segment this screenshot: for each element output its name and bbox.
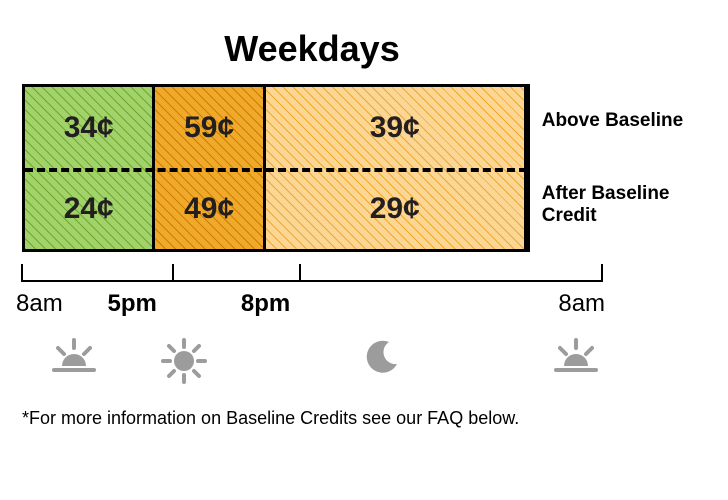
axis-tick [601,264,603,282]
rate-grid: 34¢24¢59¢49¢39¢29¢ [22,84,530,252]
moon-icon [363,338,401,381]
rate-after: 49¢ [155,168,262,249]
axis-line [22,280,602,282]
rate-above: 59¢ [155,87,262,168]
chart-title: Weekdays [22,28,602,70]
rate-chart: 34¢24¢59¢49¢39¢29¢ Above Baseline After … [22,84,706,388]
rate-after: 24¢ [25,168,152,249]
rate-after: 29¢ [266,168,524,249]
row-label-above: Above Baseline [542,110,706,132]
time-label: 5pm [108,290,157,318]
axis-tick [299,264,301,282]
time-label: 8am [558,290,605,318]
axis-tick [21,264,23,282]
row-divider [25,168,527,172]
sunrise-icon [52,338,96,379]
row-label-after: After Baseline Credit [542,183,706,227]
time-label: 8am [16,290,63,318]
axis-tick [172,264,174,282]
row-labels: Above Baseline After Baseline Credit [542,84,706,252]
time-axis [22,264,602,282]
sunrise-icon [554,338,598,379]
footnote: *For more information on Baseline Credit… [22,408,706,429]
rate-above: 39¢ [266,87,524,168]
rate-above: 34¢ [25,87,152,168]
sun-icon [161,338,207,389]
time-label: 8pm [241,290,290,318]
time-labels: 8am5pm8pm8am [22,288,602,322]
time-icons [22,338,602,388]
